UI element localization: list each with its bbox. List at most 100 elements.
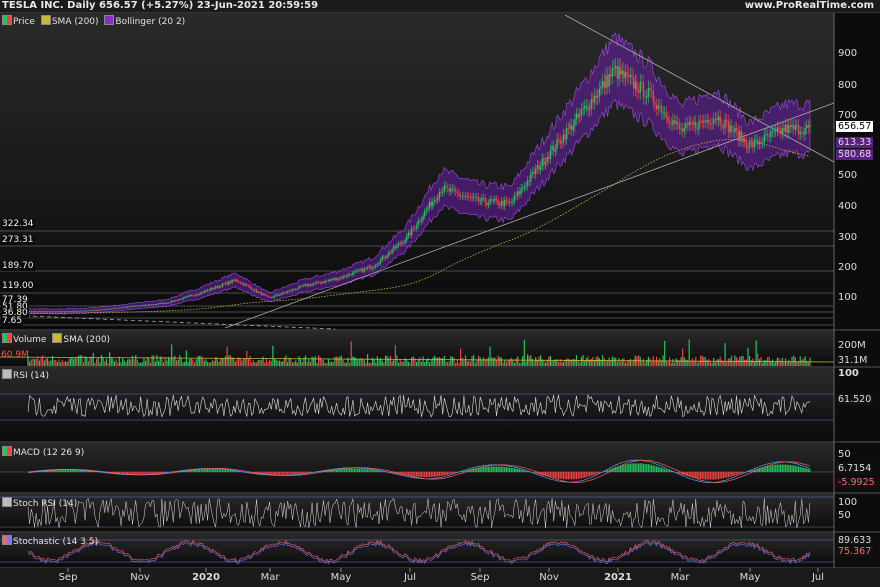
macd-histogram-bar [419,472,421,477]
level-label-119: 119.00 [1,281,35,291]
price-candle [358,270,361,272]
volume-bar [430,359,432,366]
xlabel-sep-2019: Sep [58,572,78,583]
price-candle [250,287,253,290]
macd-histogram-bar [533,472,535,473]
macd-histogram-bar [794,465,796,472]
macd-histogram-bar [226,469,228,472]
price-candle [508,202,511,204]
price-candle [533,171,535,175]
price-candle [783,127,785,132]
volume-bar [450,356,452,366]
macd-histogram-bar [293,472,295,475]
macd-histogram-bar [463,470,465,472]
price-candle [703,120,705,123]
volume-bar [138,362,140,366]
price-candle [472,196,475,198]
price-candle [740,131,743,142]
price-candle [210,288,212,291]
site-link[interactable]: www.ProRealTime.com [744,0,874,11]
macd-histogram-bar [211,468,214,472]
xlabel-2020: 2020 [192,572,220,583]
price-candle [552,145,555,152]
volume-bar [337,357,339,366]
volume-bar [691,358,694,366]
volume-bar [713,357,715,366]
volume-bar [641,361,643,366]
macd-histogram-bar [719,472,721,479]
macd-histogram-bar [606,470,609,472]
price-candle [579,114,581,118]
macd-histogram-bar [91,471,93,472]
volume-bar [753,361,756,366]
price-candle [523,186,526,189]
legend-price: Price [13,17,35,27]
volume-bar [308,359,310,366]
macd-histogram-bar [696,472,698,479]
price-candle [303,285,305,287]
price-candle [272,297,274,298]
price-candle [482,197,485,199]
price-candle [706,119,708,122]
level-label-273: 273.31 [1,235,35,245]
volume-bar [420,361,423,366]
volume-bar [45,358,47,366]
price-candle [146,304,148,306]
sma-200-line [27,139,811,314]
volume-bar [714,362,716,366]
volume-bar [590,359,592,366]
macd-histogram-bar [229,470,232,472]
volume-bar [628,360,630,366]
volume-bar [786,361,788,366]
macd-histogram-bar [437,472,439,477]
macd-histogram-bar [771,465,774,472]
macd-histogram-bar [149,472,152,475]
macd-histogram-bar [53,469,55,472]
macd-histogram-bar [597,472,599,474]
price-candle [611,68,614,77]
price-candle [293,289,295,291]
macd-histogram-bar [58,469,60,472]
price-candle [226,282,228,285]
macd-histogram-bar [63,469,65,472]
macd-histogram-bar [675,472,677,473]
price-candle [255,289,258,293]
macd-histogram-bar [319,471,321,472]
macd-histogram-bar [616,466,618,472]
volume-bar [474,362,476,366]
volume-bar [95,358,98,366]
macd-histogram-bar [301,472,303,474]
volume-bar [365,362,367,366]
price-candle [797,125,800,135]
price-candle [601,81,604,87]
volume-bar [120,362,122,366]
volume-bar [370,362,372,366]
volume-bar [113,361,116,366]
price-candle [455,190,457,193]
macd-histogram-bar [610,468,612,472]
volume-bar [427,357,429,366]
macd-histogram-bar [526,471,529,472]
volume-bar [30,359,32,366]
macd-histogram-bar [125,472,127,475]
macd-signal-line [27,459,811,484]
price-candle [180,299,183,300]
volume-bar [296,362,298,366]
price-candle [117,308,119,309]
macd-histogram-bar [218,469,220,472]
macd-histogram-bar [236,471,238,472]
macd-histogram-bar [747,471,749,472]
macd-histogram-bar [448,472,450,475]
price-candle [708,119,710,124]
price-candle [388,252,390,256]
volume-bar [180,358,183,366]
volume-bar [135,355,137,366]
price-candle [675,121,677,124]
macd-histogram-bar [600,472,602,473]
price-candle [108,308,111,310]
macd-histogram-bar [494,466,496,472]
macd-histogram-bar [203,468,205,472]
price-candle [712,118,715,124]
macd-histogram-bar [502,466,504,472]
